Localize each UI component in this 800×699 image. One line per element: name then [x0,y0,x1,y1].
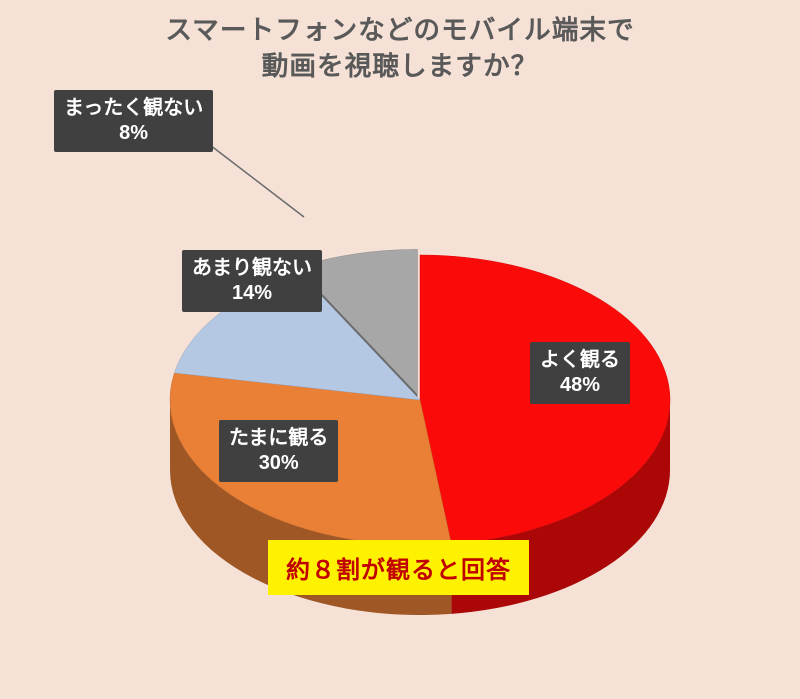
leader-line-never [180,145,304,217]
chart-canvas: スマートフォンなどのモバイル端末で 動画を視聴しますか？ よく観る 48% たま… [0,0,800,699]
summary-callout: 約８割が観ると回答 [268,540,529,595]
slice-label-never: まったく観ない 8% [54,90,213,152]
slice-label-often: よく観る 48% [530,342,630,404]
slice-label-text: まったく観ない [64,96,203,121]
chart-title-line2: 動画を視聴しますか？ [0,44,800,83]
slice-label-text: たまに観る [229,426,328,451]
slice-label-text: よく観る [540,348,620,373]
slice-label-rarely: あまり観ない 14% [182,250,322,312]
slice-label-sometimes: たまに観る 30% [219,420,338,482]
chart-title-line1: スマートフォンなどのモバイル端末で [0,8,800,47]
slice-label-pct: 30% [229,451,328,476]
slice-label-pct: 8% [64,121,203,146]
slice-label-pct: 48% [540,373,620,398]
slice-label-pct: 14% [192,281,312,306]
slice-label-text: あまり観ない [192,256,312,281]
